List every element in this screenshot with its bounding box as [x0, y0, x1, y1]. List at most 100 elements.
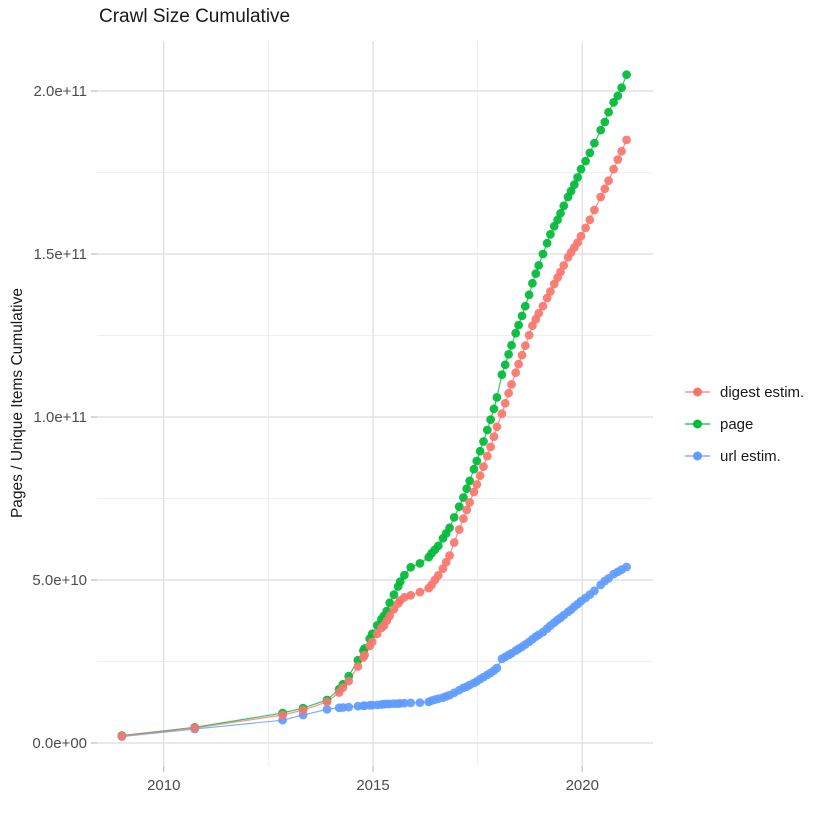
data-point	[438, 564, 448, 573]
y-axis-title-text: Pages / Unique Items Cumulative	[9, 288, 26, 519]
data-point	[367, 637, 377, 647]
data-point	[559, 201, 569, 211]
data-point	[385, 611, 395, 621]
data-point	[433, 571, 443, 580]
data-point	[322, 697, 332, 707]
series-line-digest-estim-	[121, 139, 628, 737]
data-point	[400, 698, 409, 708]
legend: digest estim. page url estim.	[684, 376, 804, 472]
legend-item-page: page	[684, 408, 804, 440]
x-tick-label: 2020	[566, 777, 599, 794]
chart-title: Crawl Size Cumulative	[99, 6, 291, 27]
data-point	[613, 155, 623, 164]
y-tick-label: 5.0e+10	[32, 572, 87, 589]
data-point	[622, 135, 631, 145]
data-point	[514, 320, 523, 330]
data-point	[479, 437, 488, 446]
data-point	[462, 505, 472, 515]
data-point	[469, 464, 479, 474]
data-point	[454, 502, 464, 511]
data-point	[449, 513, 459, 522]
legend-item-url-estim-: url estim.	[684, 440, 804, 472]
data-point	[500, 398, 510, 408]
data-point	[406, 562, 416, 572]
data-point	[549, 279, 559, 289]
data-point	[566, 186, 576, 196]
data-point	[504, 388, 513, 398]
legend-item-digest-estim-: digest estim.	[684, 376, 804, 408]
data-point	[531, 269, 541, 278]
data-point	[298, 705, 308, 715]
data-point	[538, 249, 548, 259]
data-point	[344, 702, 354, 712]
data-point	[406, 590, 416, 600]
data-point	[534, 308, 544, 318]
data-point	[511, 368, 521, 378]
data-point	[406, 698, 416, 708]
data-point	[622, 70, 631, 80]
data-point	[617, 146, 626, 156]
data-point	[117, 731, 127, 741]
data-point	[475, 471, 485, 481]
data-point	[528, 321, 537, 331]
data-point	[520, 341, 530, 350]
data-point	[469, 487, 479, 497]
data-point	[360, 650, 369, 660]
data-point	[538, 301, 548, 311]
y-tick-label: 1.5e+11	[33, 246, 87, 263]
data-point	[573, 173, 582, 182]
data-point	[622, 562, 631, 572]
data-point	[465, 476, 475, 486]
data-point	[517, 311, 527, 321]
legend-label: url estim.	[720, 447, 781, 465]
data-point	[609, 98, 618, 107]
data-point	[445, 523, 454, 533]
data-point	[459, 514, 468, 524]
y-tick-label: 1.0e+11	[33, 409, 87, 426]
data-point	[322, 705, 332, 714]
data-point	[475, 446, 485, 456]
data-point	[596, 125, 606, 135]
data-point	[534, 261, 544, 270]
data-point	[507, 380, 516, 389]
data-point	[511, 328, 521, 338]
legend-label: page	[720, 415, 754, 433]
data-point	[542, 238, 552, 248]
data-point	[559, 261, 569, 270]
data-point	[542, 293, 552, 303]
data-point	[576, 164, 586, 174]
y-axis-title: Pages / Unique Items Cumulative	[2, 41, 34, 766]
series-line-url-estim-	[121, 566, 627, 738]
data-point	[486, 415, 495, 424]
data-point	[528, 278, 537, 288]
data-point	[590, 138, 599, 148]
data-point	[549, 221, 559, 231]
data-point	[524, 290, 534, 300]
x-tick-label: 2010	[147, 777, 180, 794]
data-point	[497, 370, 507, 379]
data-point	[338, 683, 348, 692]
data-point	[353, 662, 363, 671]
data-point	[556, 267, 565, 277]
data-point	[344, 676, 354, 686]
data-point	[504, 350, 513, 359]
data-point	[489, 432, 499, 441]
data-point	[613, 91, 623, 101]
data-point	[546, 287, 555, 296]
data-point	[433, 541, 443, 551]
data-point	[617, 83, 626, 93]
data-point	[497, 409, 507, 419]
data-point	[415, 587, 425, 597]
legend-key-icon	[685, 419, 710, 429]
data-point	[492, 663, 502, 673]
data-point	[389, 590, 399, 600]
y-tick-label: 2.0e+11	[33, 83, 87, 100]
data-point	[600, 117, 610, 127]
data-point	[556, 208, 565, 218]
data-point	[576, 231, 586, 241]
data-point	[462, 484, 472, 494]
data-point	[479, 462, 488, 471]
data-point	[609, 164, 618, 174]
